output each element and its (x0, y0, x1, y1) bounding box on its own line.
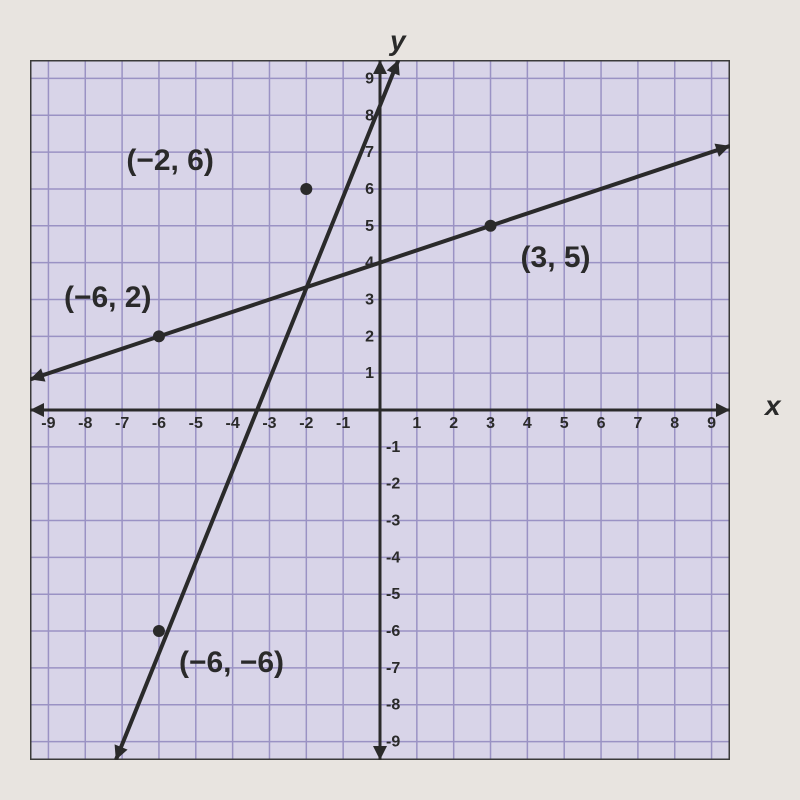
svg-text:5: 5 (560, 415, 569, 432)
svg-text:2: 2 (365, 328, 374, 345)
svg-text:-8: -8 (386, 697, 400, 714)
y-axis-label: y (390, 25, 406, 57)
svg-text:9: 9 (707, 415, 716, 432)
svg-text:6: 6 (597, 415, 606, 432)
svg-text:-3: -3 (262, 415, 276, 432)
svg-text:6: 6 (365, 181, 374, 198)
svg-text:-8: -8 (78, 415, 92, 432)
svg-text:9: 9 (365, 70, 374, 87)
svg-text:-3: -3 (386, 513, 400, 530)
svg-text:1: 1 (365, 365, 374, 382)
svg-text:-9: -9 (41, 415, 55, 432)
chart-container: y x -9 -8 -7 -6 -5 -4 -3 -2 -1 1 2 3 4 5 6 7 8 9 -9 -8 -7 -6 -… (20, 20, 780, 780)
svg-text:8: 8 (670, 415, 679, 432)
svg-text:-1: -1 (336, 415, 350, 432)
svg-text:-4: -4 (386, 549, 400, 566)
svg-text:-9: -9 (386, 734, 400, 751)
svg-text:-1: -1 (386, 439, 400, 456)
svg-text:7: 7 (365, 144, 374, 161)
svg-text:3: 3 (486, 415, 495, 432)
svg-text:7: 7 (633, 415, 642, 432)
svg-text:-7: -7 (115, 415, 129, 432)
svg-text:-5: -5 (189, 415, 203, 432)
svg-text:5: 5 (365, 218, 374, 235)
point-label: (−2, 6) (126, 144, 214, 178)
svg-text:-5: -5 (386, 586, 400, 603)
svg-text:-6: -6 (386, 623, 400, 640)
svg-text:3: 3 (365, 291, 374, 308)
svg-text:-7: -7 (386, 660, 400, 677)
svg-text:-2: -2 (386, 476, 400, 493)
svg-text:-4: -4 (226, 415, 240, 432)
svg-text:-6: -6 (152, 415, 166, 432)
point-label: (−6, 2) (64, 281, 152, 315)
point-label: (−6, −6) (179, 646, 284, 680)
x-axis-label: x (765, 390, 781, 422)
svg-text:2: 2 (449, 415, 458, 432)
svg-text:-2: -2 (299, 415, 313, 432)
svg-text:4: 4 (523, 415, 532, 432)
svg-text:1: 1 (412, 415, 421, 432)
point-label: (3, 5) (521, 241, 591, 275)
